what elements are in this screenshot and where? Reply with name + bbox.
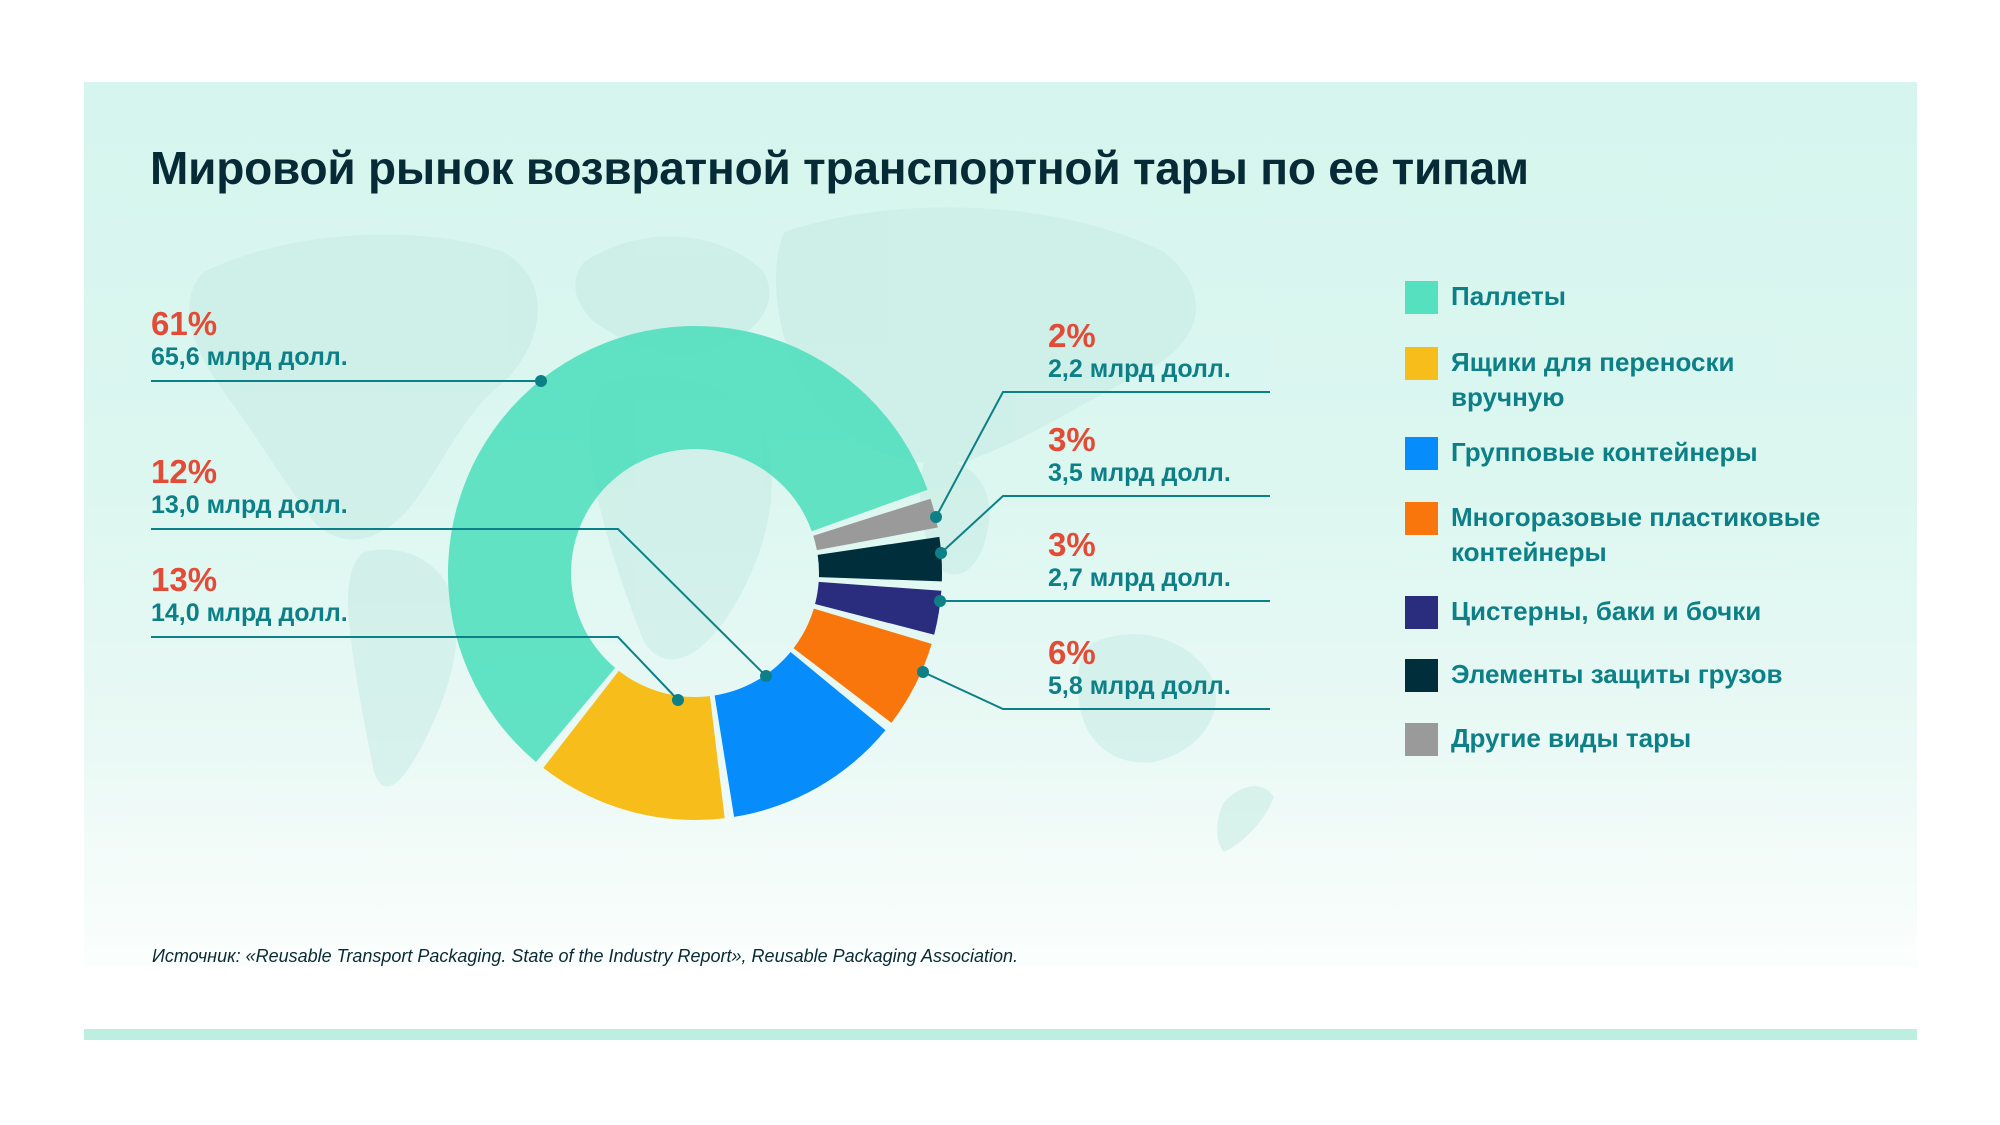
- connector-pallets-dot: [535, 375, 547, 387]
- label-plastic-containers: 6% 5,8 млрд долл.: [1048, 635, 1231, 701]
- slice-plastic-containers: [793, 608, 932, 723]
- legend-swatch: [1405, 281, 1438, 314]
- legend-swatch: [1405, 437, 1438, 470]
- value-label: 5,8 млрд долл.: [1048, 672, 1231, 700]
- legend-label: Групповые контейнеры: [1451, 437, 1758, 467]
- connector-other: [935, 391, 1270, 518]
- value-label: 14,0 млрд долл.: [151, 599, 348, 627]
- value-label: 3,5 млрд долл.: [1048, 459, 1231, 487]
- connector-plastic-containers: [922, 671, 1270, 710]
- label-hand-held-containers: 13% 14,0 млрд долл.: [151, 562, 348, 628]
- connector-plastic-containers-dot: [917, 666, 929, 678]
- label-other: 2% 2,2 млрд долл.: [1048, 318, 1231, 384]
- connector-hand-held-containers-dot: [672, 694, 684, 706]
- legend-label: Ящики для переноски вручную: [1451, 347, 1735, 412]
- connector-hand-held-containers: [151, 636, 679, 701]
- bottom-accent-bar: [84, 1029, 1917, 1040]
- value-label: 65,6 млрд долл.: [151, 343, 348, 371]
- slice-bulk-containers: [714, 651, 886, 817]
- slice-tanks-drums: [815, 581, 942, 635]
- percent-label: 3%: [1048, 526, 1096, 563]
- percent-label: 12%: [151, 453, 218, 490]
- legend-label: Другие виды тары: [1451, 723, 1692, 753]
- legend-swatch: [1405, 659, 1438, 692]
- chart-panel: [84, 82, 1917, 967]
- legend-label: Цистерны, баки и бочки: [1451, 596, 1762, 626]
- legend-swatch: [1405, 723, 1438, 756]
- label-bulk-containers: 12% 13,0 млрд долл.: [151, 454, 348, 520]
- slice-pallets: [447, 325, 928, 762]
- slice-hand-held-containers: [543, 670, 725, 820]
- world-map-background: [189, 207, 1274, 852]
- source-note: Источник: «Reusable Transport Packaging.…: [152, 946, 1019, 966]
- label-tanks-drums: 3% 2,7 млрд долл.: [1048, 527, 1231, 593]
- label-load-protection: 3% 3,5 млрд долл.: [1048, 422, 1231, 488]
- slice-other: [813, 498, 938, 551]
- slice-load-protection: [817, 536, 942, 582]
- value-label: 2,7 млрд долл.: [1048, 564, 1231, 592]
- value-label: 13,0 млрд долл.: [151, 491, 348, 519]
- legend-label: Многоразовые пластиковые контейнеры: [1451, 502, 1821, 567]
- percent-label: 13%: [151, 561, 218, 598]
- value-label: 2,2 млрд долл.: [1048, 355, 1231, 383]
- legend-label: Элементы защиты грузов: [1451, 659, 1783, 689]
- connector-load-protection: [940, 495, 1270, 554]
- percent-label: 2%: [1048, 317, 1096, 354]
- percent-label: 3%: [1048, 421, 1096, 458]
- connector-load-protection-dot: [935, 547, 947, 559]
- connector-bulk-containers: [151, 528, 767, 677]
- connector-tanks-drums-dot: [934, 595, 946, 607]
- connector-other-dot: [930, 511, 942, 523]
- chart-title: Мировой рынок возвратной транспортной та…: [150, 142, 1529, 194]
- percent-label: 61%: [151, 305, 218, 342]
- connector-bulk-containers-dot: [760, 670, 772, 682]
- label-pallets: 61% 65,6 млрд долл.: [151, 306, 348, 372]
- legend-swatch: [1405, 596, 1438, 629]
- percent-label: 6%: [1048, 634, 1096, 671]
- legend-swatch: [1405, 347, 1438, 380]
- legend-label: Паллеты: [1451, 281, 1566, 311]
- legend-swatch: [1405, 502, 1438, 535]
